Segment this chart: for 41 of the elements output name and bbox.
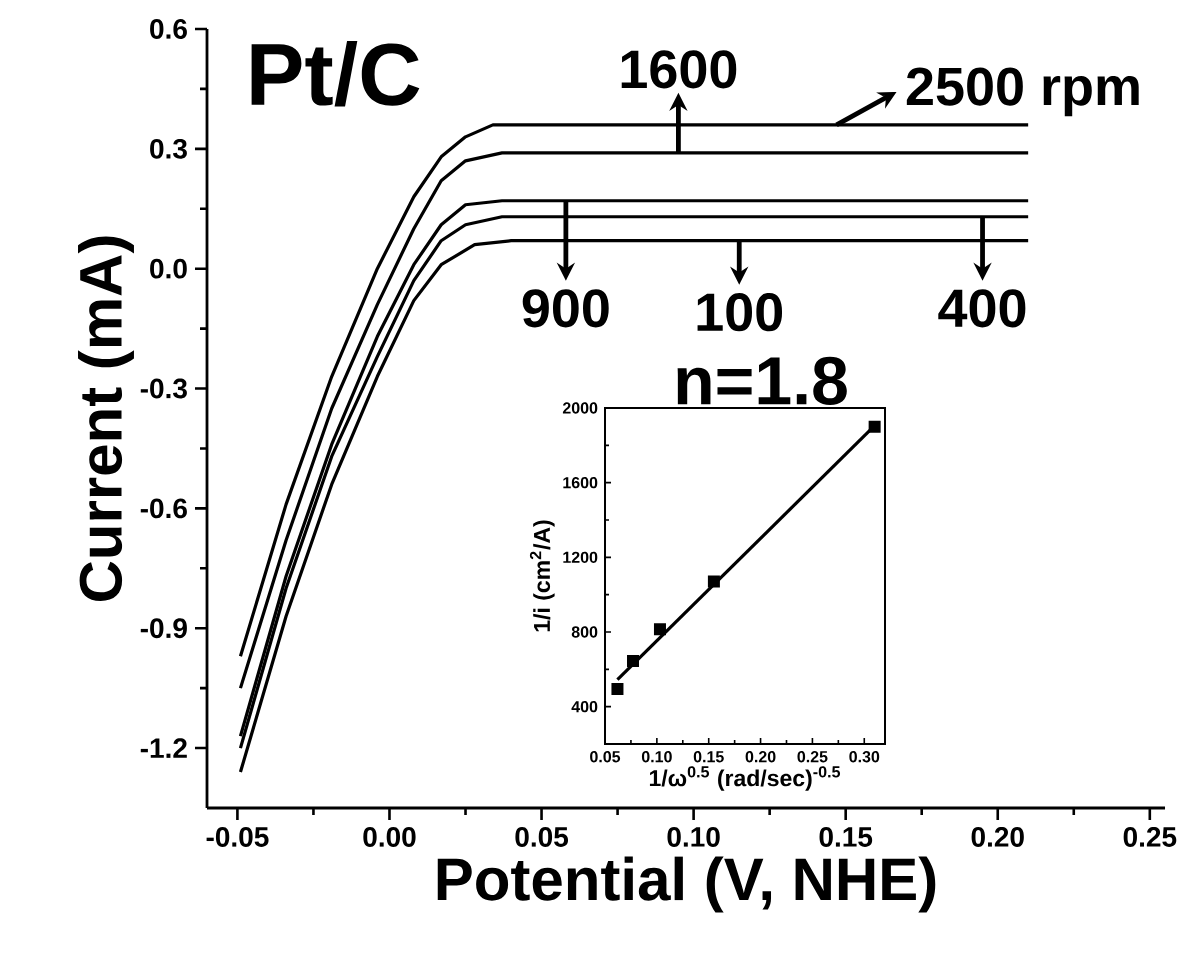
- x-tick-label: 0.15: [693, 751, 724, 763]
- y-tick-label: 0.6: [150, 19, 187, 39]
- chart-title: n=1.8: [677, 356, 847, 405]
- y-tick-label: 0.0: [150, 258, 187, 279]
- x-tick-label: 0.25: [797, 751, 828, 763]
- annotation: 100: [697, 293, 783, 332]
- point: [868, 420, 881, 433]
- annotation: 2500 rpm: [906, 67, 1139, 117]
- x-tick-label: 0.30: [849, 751, 880, 763]
- y-tick-label: 1600: [563, 477, 598, 489]
- y-tick-label: 400: [571, 701, 598, 713]
- chart-title: Pt/C: [251, 41, 420, 107]
- point: [707, 575, 720, 588]
- point: [653, 623, 666, 636]
- x-tick-label: 0.20: [745, 751, 776, 763]
- point: [627, 654, 640, 667]
- point: [611, 682, 624, 695]
- y-tick-label: -0.9: [140, 618, 187, 639]
- x-axis-title: Potential (V, NHE): [437, 856, 936, 913]
- x-tick-label: 0.25: [1123, 827, 1177, 847]
- annotation: 400: [938, 289, 1026, 328]
- y-tick-label: -0.6: [140, 498, 187, 519]
- y-axis-title: Current (mA): [78, 236, 134, 602]
- x-tick-label: 0.20: [971, 827, 1024, 847]
- y-axis-title: 1/i (cm$^{2}$/A): [529, 520, 555, 632]
- y-tick-label: -1.2: [140, 738, 187, 758]
- x-tick-label: 0.05: [590, 751, 621, 763]
- x-tick-label: 0.10: [667, 827, 720, 847]
- y-tick-label: 1200: [563, 551, 598, 563]
- x-tick-label: -0.05: [206, 827, 269, 847]
- y-tick-label: 800: [571, 626, 598, 638]
- y-tick-label: -0.3: [140, 378, 187, 399]
- annotation: 1600: [621, 50, 737, 89]
- x-tick-label: 0.10: [641, 751, 672, 763]
- x-tick-label: 0.00: [363, 827, 416, 847]
- x-axis-title: 1/ω$^{0.5}$ (rad/sec)$^{-0.5}$: [649, 766, 841, 791]
- annotation: 900: [522, 289, 609, 328]
- y-tick-label: 2000: [562, 402, 598, 414]
- x-tick-label: 0.05: [515, 827, 569, 847]
- y-tick-label: 0.3: [150, 138, 187, 159]
- x-tick-label: 0.15: [819, 827, 873, 847]
